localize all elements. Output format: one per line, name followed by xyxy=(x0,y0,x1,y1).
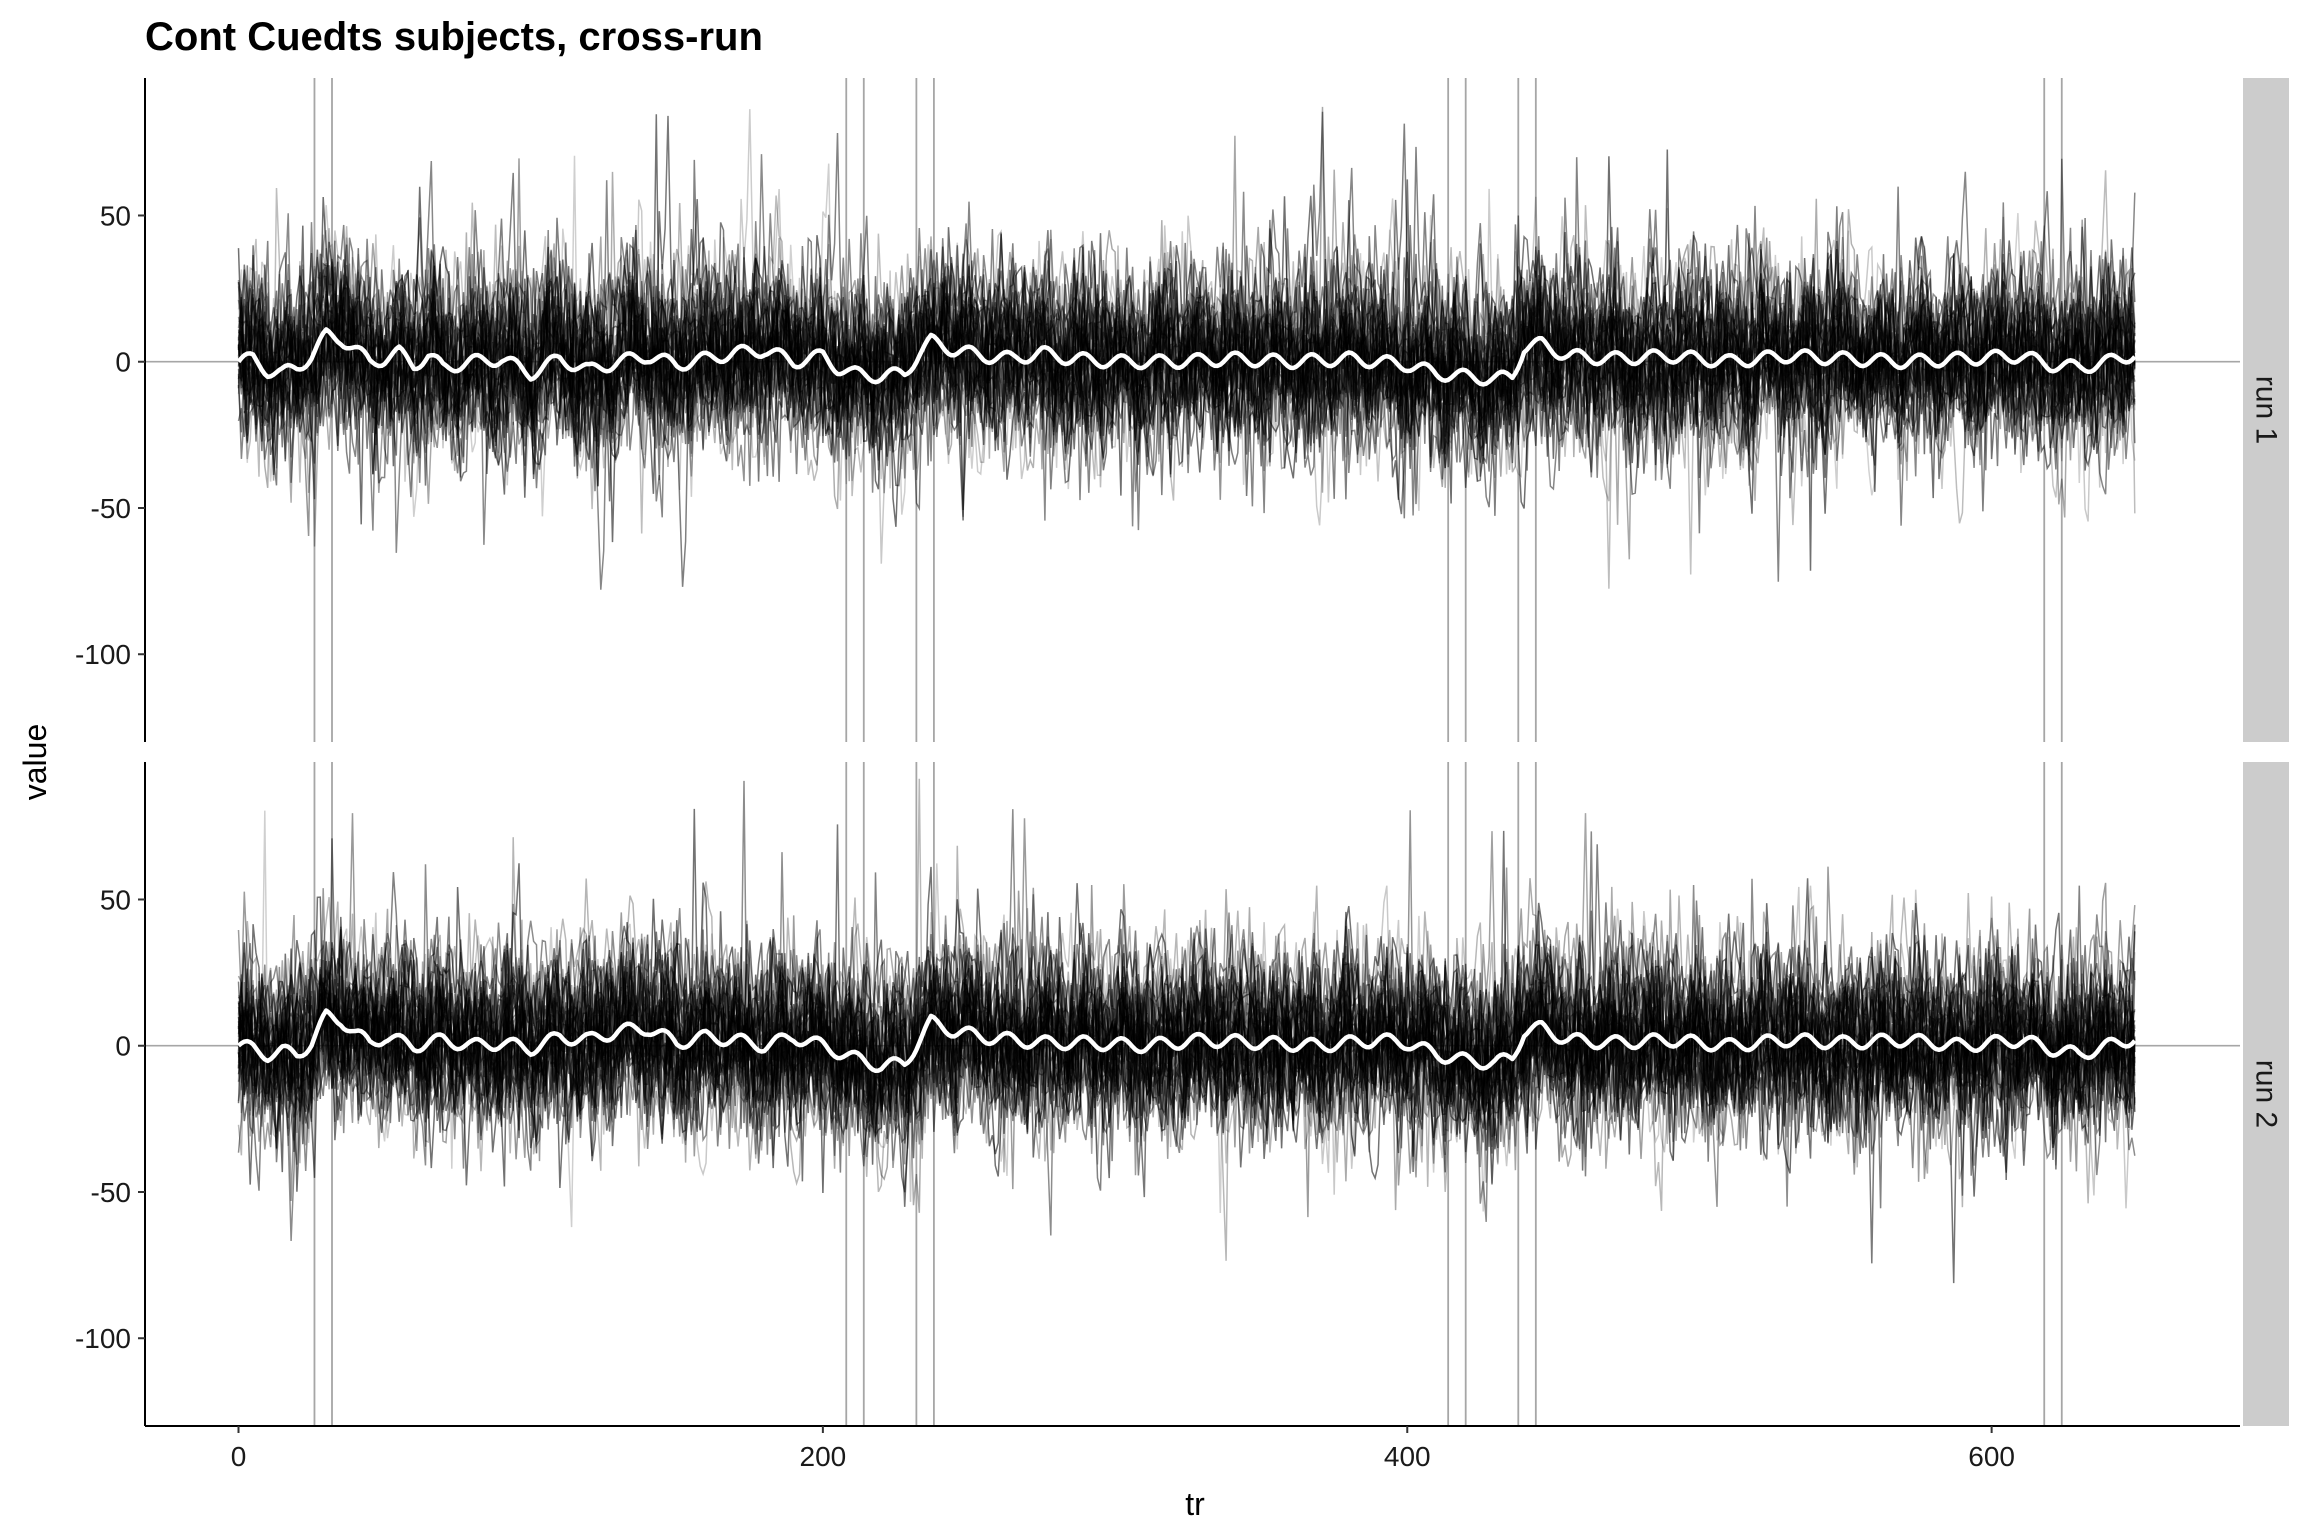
subject-trace xyxy=(237,818,2136,1218)
y-tick-label: 50 xyxy=(100,200,131,231)
subject-trace xyxy=(237,114,2136,521)
subject-trace xyxy=(237,219,2136,493)
y-tick-label: -50 xyxy=(91,493,131,524)
subject-trace xyxy=(237,236,2136,508)
subject-trace xyxy=(237,260,2136,462)
subject-trace xyxy=(237,275,2136,456)
y-tick-label: 50 xyxy=(100,884,131,915)
panel-run-2: 50 0 -50 -100 run 2 xyxy=(75,762,2289,1426)
panels: 50 0 -50 -100 run 1 50 0 -50 -100 run 2 xyxy=(75,78,2289,1426)
subject-traces xyxy=(237,106,2136,590)
subject-trace xyxy=(237,863,2136,1214)
subject-trace xyxy=(237,917,2136,1181)
facet-strip-label: run 2 xyxy=(2250,1060,2283,1128)
subject-trace xyxy=(237,932,2136,1159)
subject-trace xyxy=(237,778,2136,1261)
x-axis: 0 200 400 600 xyxy=(145,1425,2240,1472)
facet-strip-label: run 1 xyxy=(2250,376,2283,444)
x-axis-title: tr xyxy=(1185,1486,1205,1522)
y-tick-label: 0 xyxy=(115,347,131,378)
x-tick-label: 200 xyxy=(800,1441,847,1472)
y-tick-label: -50 xyxy=(91,1177,131,1208)
y-tick-label: -100 xyxy=(75,639,131,670)
subject-trace xyxy=(237,265,2136,486)
subject-trace xyxy=(237,180,2136,460)
y-axis-title: value xyxy=(17,724,53,801)
subject-trace xyxy=(237,894,2136,1192)
y-tick-label: 0 xyxy=(115,1031,131,1062)
subject-traces xyxy=(237,778,2136,1284)
panel-plot-area xyxy=(145,762,2240,1426)
subject-trace xyxy=(237,837,2136,1180)
mean-trace xyxy=(237,1008,2137,1074)
subject-trace xyxy=(237,831,2136,1147)
panel-run-1: 50 0 -50 -100 run 1 xyxy=(75,78,2289,742)
x-tick-label: 0 xyxy=(231,1441,247,1472)
facet-strip xyxy=(2243,762,2289,1426)
subject-trace xyxy=(237,132,2136,505)
mean-trace xyxy=(236,327,2137,387)
x-tick-label: 400 xyxy=(1384,1441,1431,1472)
facet-strip xyxy=(2243,78,2289,742)
y-tick-label: -100 xyxy=(75,1323,131,1354)
subject-trace xyxy=(238,123,2136,587)
panel-plot-area xyxy=(145,78,2240,742)
chart-title: Cont Cuedts subjects, cross-run xyxy=(145,15,763,59)
x-tick-label: 600 xyxy=(1968,1441,2015,1472)
